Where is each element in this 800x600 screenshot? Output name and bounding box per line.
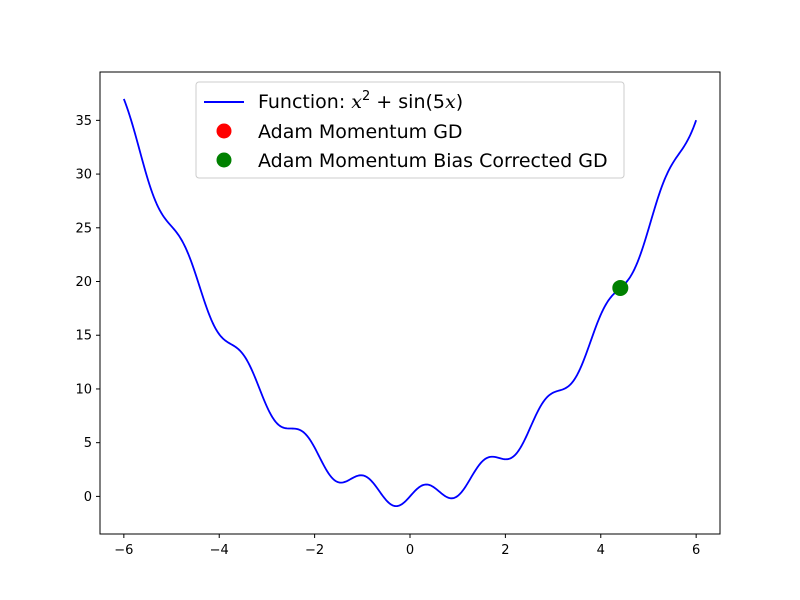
axes: −6 −4 −2 0 2 4 6 0 5 10 15 20 25 30 35 (75, 71, 721, 558)
legend-entry-adam-gd: Adam Momentum GD (258, 121, 463, 143)
plot-area (123, 98, 697, 508)
legend-box (195, 81, 625, 179)
x-tick-label: −4 (210, 543, 229, 558)
y-tick-label: 20 (75, 275, 92, 290)
legend-marker-adam-gd (216, 123, 232, 139)
x-tick-label: −6 (114, 543, 133, 558)
legend-entry-adam-bias-corrected: Adam Momentum Bias Corrected GD (258, 150, 608, 172)
y-tick-label: 35 (75, 114, 92, 129)
x-tick-label: 0 (406, 543, 414, 558)
legend-function-close: ) (456, 91, 463, 113)
x-tick-label: 6 (692, 543, 700, 558)
legend-marker-adam-bias-corrected (216, 152, 232, 168)
data-point-series-2-0 (612, 279, 629, 296)
y-tick-label: 30 (75, 168, 92, 183)
x-tick-label: −2 (305, 543, 324, 558)
legend-function-prefix: Function: (258, 91, 351, 113)
y-tick-label: 5 (84, 436, 92, 451)
legend-function-op: + sin(5 (370, 91, 445, 113)
y-tick-label: 10 (75, 382, 92, 397)
legend-function-exponent: 2 (362, 89, 370, 104)
legend: Function: x2 + sin(5x) Adam Momentum GD … (195, 81, 625, 179)
y-tick-label: 25 (75, 221, 92, 236)
legend-function-var: x (351, 91, 362, 113)
x-tick-label: 4 (597, 543, 605, 558)
x-tick-label: 2 (501, 543, 509, 558)
legend-entry-function: Function: x2 + sin(5x) (258, 89, 463, 113)
y-tick-label: 15 (75, 329, 92, 344)
series-line-function (123, 98, 697, 508)
legend-function-var2: x (445, 91, 456, 113)
y-tick-label: 0 (84, 490, 92, 505)
